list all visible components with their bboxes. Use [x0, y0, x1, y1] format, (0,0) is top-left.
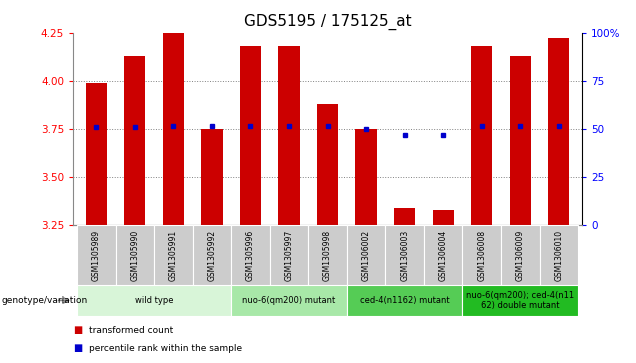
- Text: percentile rank within the sample: percentile rank within the sample: [89, 344, 242, 353]
- Title: GDS5195 / 175125_at: GDS5195 / 175125_at: [244, 14, 411, 30]
- Text: GSM1305991: GSM1305991: [169, 229, 178, 281]
- Bar: [231, 225, 270, 285]
- Text: GSM1306002: GSM1306002: [362, 229, 371, 281]
- Bar: [77, 285, 231, 316]
- Bar: [202, 129, 223, 225]
- Bar: [270, 225, 308, 285]
- Text: nuo-6(qm200); ced-4(n11
62) double mutant: nuo-6(qm200); ced-4(n11 62) double mutan…: [466, 291, 574, 310]
- Bar: [77, 225, 116, 285]
- Text: GSM1306008: GSM1306008: [477, 229, 486, 281]
- Bar: [308, 225, 347, 285]
- Bar: [124, 56, 146, 225]
- Bar: [193, 225, 231, 285]
- Bar: [154, 225, 193, 285]
- Text: GSM1305992: GSM1305992: [207, 229, 216, 281]
- Text: GSM1306003: GSM1306003: [400, 229, 409, 281]
- Bar: [347, 285, 462, 316]
- Bar: [548, 38, 569, 225]
- Text: genotype/variation: genotype/variation: [2, 296, 88, 305]
- Text: GSM1305990: GSM1305990: [130, 229, 139, 281]
- Bar: [163, 33, 184, 225]
- Bar: [462, 285, 578, 316]
- Bar: [347, 225, 385, 285]
- Text: transformed count: transformed count: [89, 326, 173, 335]
- Bar: [501, 225, 539, 285]
- Text: ced-4(n1162) mutant: ced-4(n1162) mutant: [360, 296, 450, 305]
- Text: GSM1305997: GSM1305997: [284, 229, 293, 281]
- Bar: [424, 225, 462, 285]
- Bar: [462, 225, 501, 285]
- Bar: [317, 104, 338, 225]
- Text: GSM1306009: GSM1306009: [516, 229, 525, 281]
- Text: GSM1305996: GSM1305996: [246, 229, 255, 281]
- Text: GSM1305998: GSM1305998: [323, 229, 332, 281]
- Bar: [116, 225, 154, 285]
- Text: ■: ■: [73, 325, 83, 335]
- Bar: [231, 285, 347, 316]
- Bar: [432, 210, 453, 225]
- Bar: [385, 225, 424, 285]
- Text: GSM1306004: GSM1306004: [439, 229, 448, 281]
- Bar: [86, 83, 107, 225]
- Text: GSM1305989: GSM1305989: [92, 229, 100, 281]
- Text: ■: ■: [73, 343, 83, 354]
- Text: nuo-6(qm200) mutant: nuo-6(qm200) mutant: [242, 296, 336, 305]
- Bar: [240, 46, 261, 225]
- Bar: [356, 129, 377, 225]
- Text: wild type: wild type: [135, 296, 174, 305]
- Bar: [509, 56, 531, 225]
- Text: GSM1306010: GSM1306010: [555, 229, 563, 281]
- Bar: [539, 225, 578, 285]
- Bar: [471, 46, 492, 225]
- Bar: [279, 46, 300, 225]
- Bar: [394, 208, 415, 225]
